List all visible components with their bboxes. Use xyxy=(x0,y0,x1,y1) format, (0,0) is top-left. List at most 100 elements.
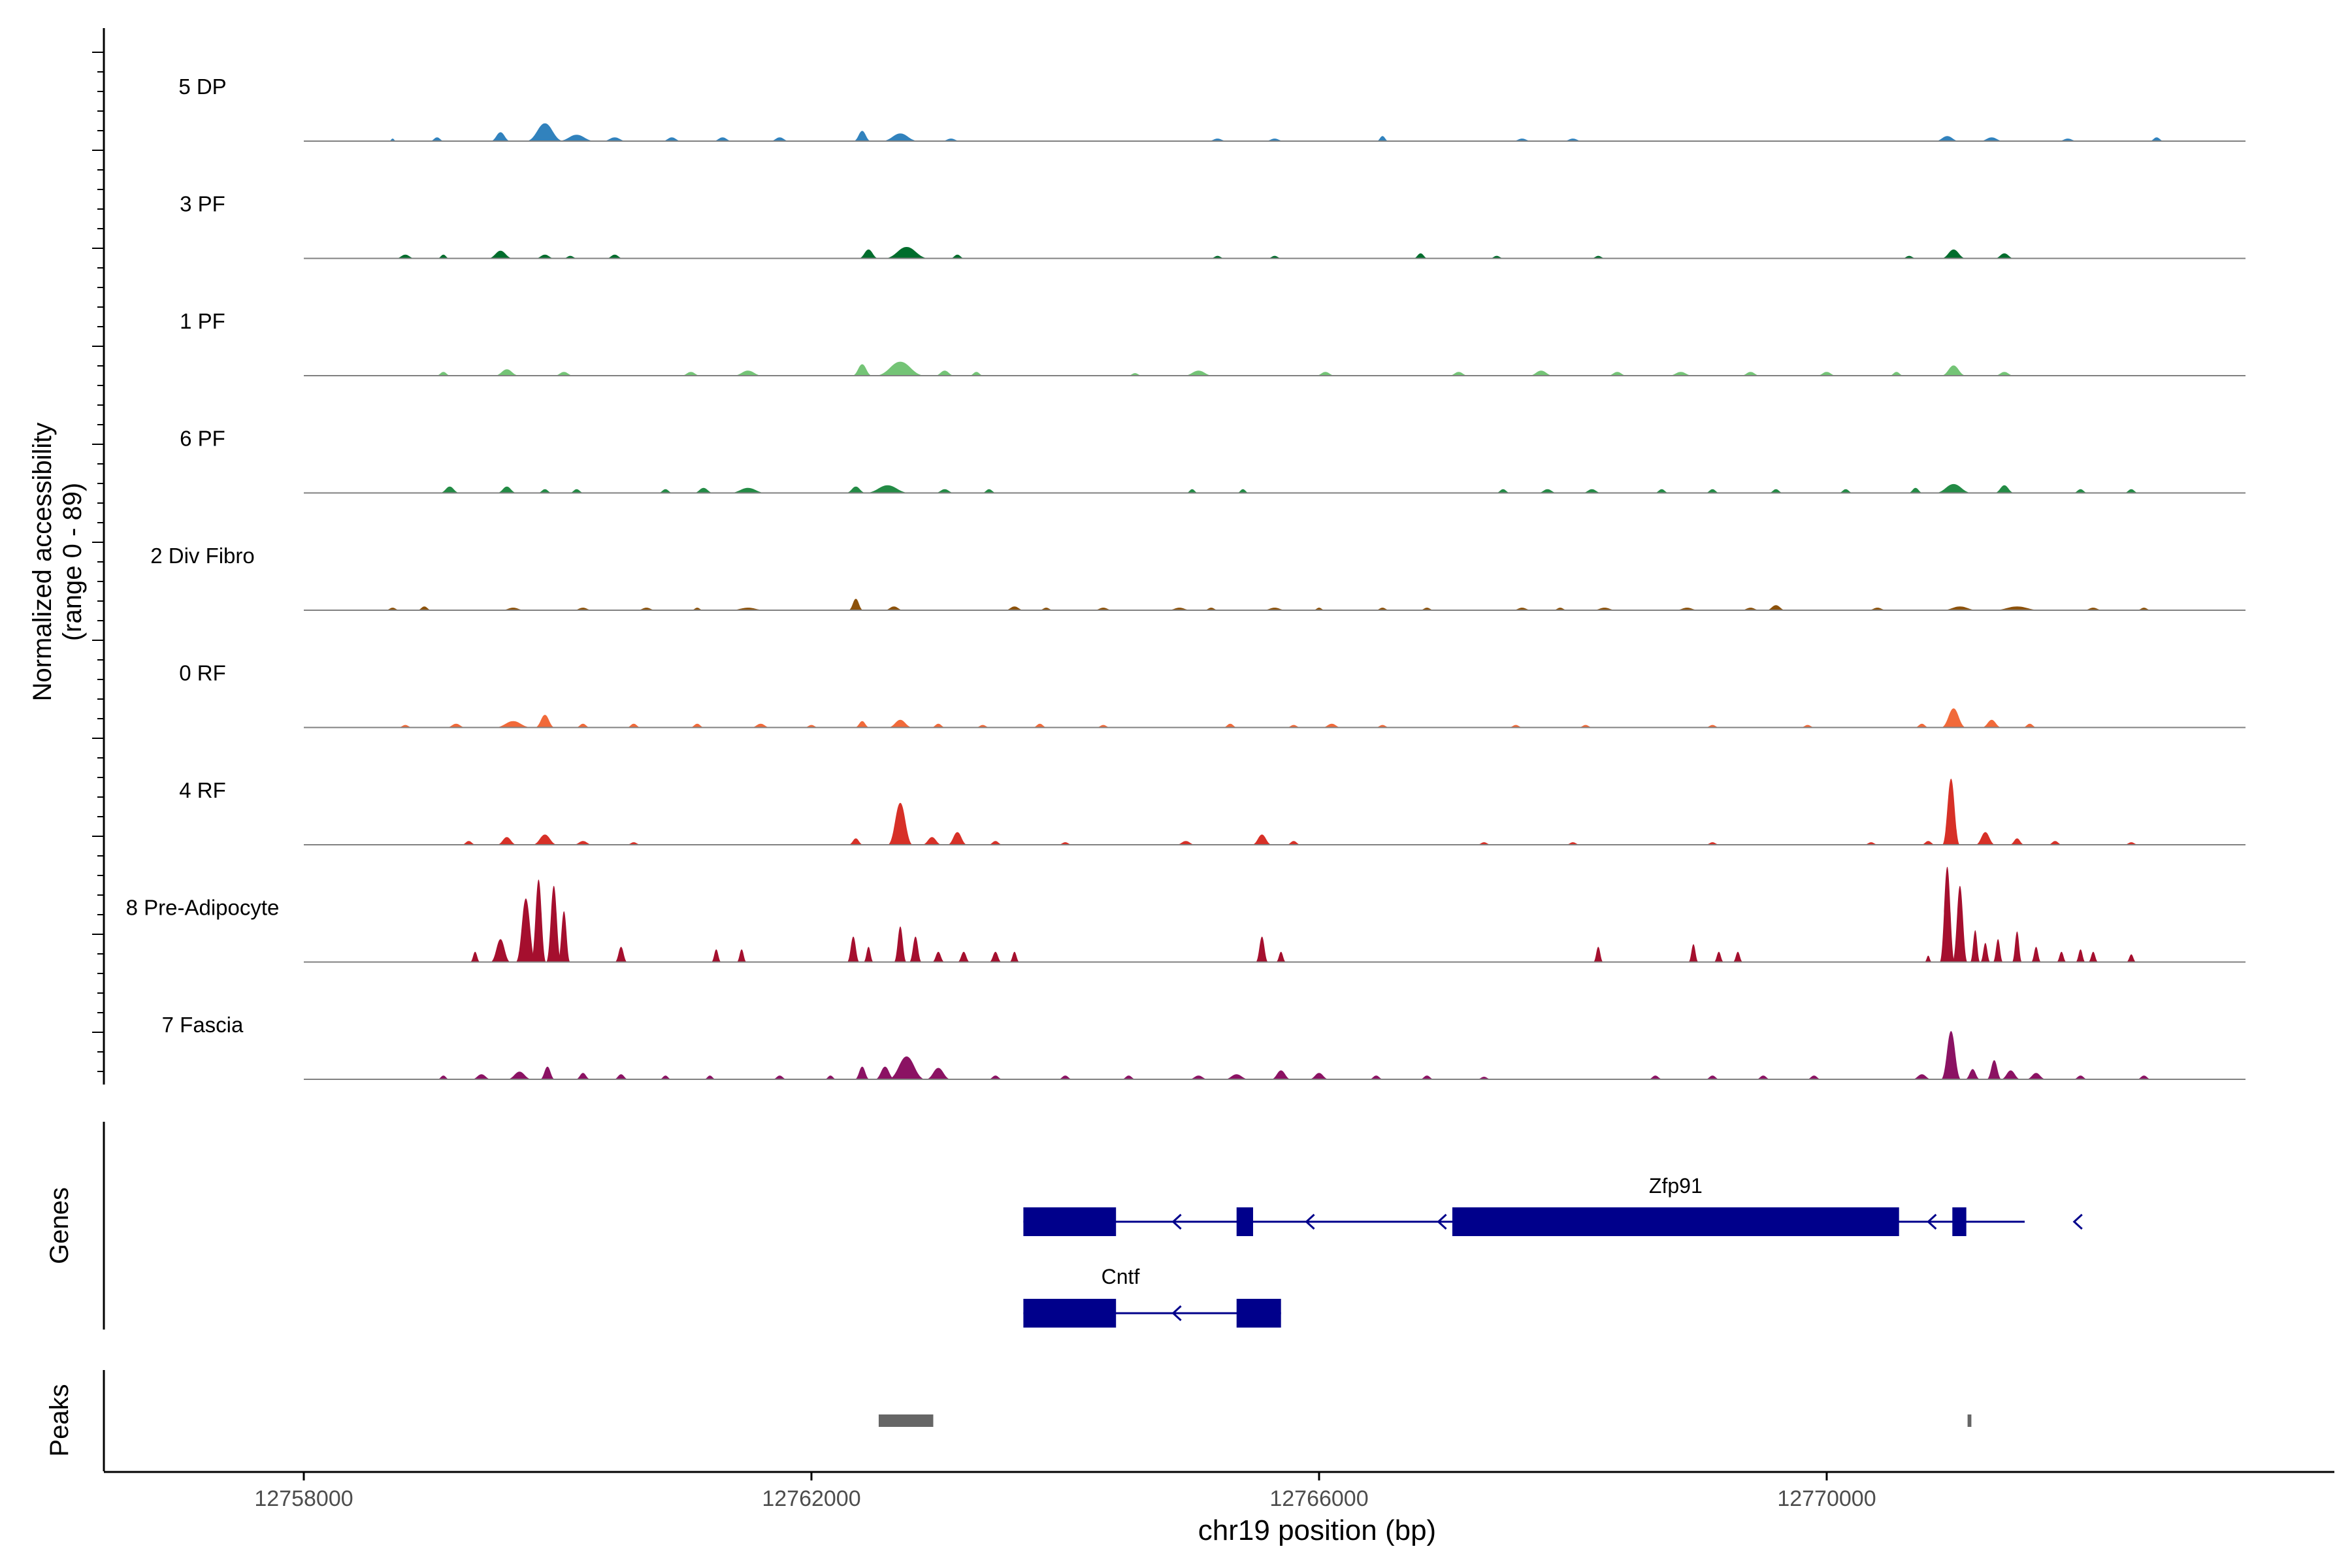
strand-arrow xyxy=(1171,1305,1182,1322)
coverage-peak xyxy=(515,898,536,962)
coverage-peak xyxy=(922,837,943,845)
genes-axis-title: Genes xyxy=(45,1187,74,1264)
coverage-peak xyxy=(1224,1074,1250,1079)
peaks-axis-title: Peaks xyxy=(45,1384,74,1456)
coverage-peak xyxy=(689,723,705,728)
coverage-peak xyxy=(1255,936,1269,962)
coverage-peak xyxy=(569,489,585,493)
coverage-peak xyxy=(732,370,764,376)
coverage-track: 1 PF xyxy=(180,309,2246,376)
coverage-peak xyxy=(534,254,555,259)
coverage-peak xyxy=(1982,719,2002,728)
coverage-peak xyxy=(532,834,558,845)
x-axis-title: chr19 position (bp) xyxy=(1198,1514,1436,1546)
coverage-peak xyxy=(875,1066,896,1079)
coverage-peak xyxy=(1309,1073,1330,1079)
coverage-peak xyxy=(930,723,946,728)
coverage-peak xyxy=(1838,489,1854,493)
coverage-peak xyxy=(2001,1070,2021,1079)
coverage-peak xyxy=(1528,370,1554,376)
coverage-peak xyxy=(2126,954,2136,962)
coverage-peak xyxy=(947,832,968,845)
strand-arrow xyxy=(2072,1213,2083,1230)
track-label: 3 PF xyxy=(180,192,225,216)
track-label: 2 Div Fibro xyxy=(150,544,255,568)
coverage-peak xyxy=(525,123,564,141)
coverage-peak xyxy=(1939,866,1955,962)
coverage-peak xyxy=(848,598,864,610)
coverage-peak xyxy=(2048,841,2063,845)
x-tick-label: 12766000 xyxy=(1269,1486,1368,1511)
coverage-peak xyxy=(1275,951,1286,962)
track-label: 8 Pre-Adipocyte xyxy=(126,896,280,920)
coverage-peak xyxy=(497,486,517,493)
coverage-peak xyxy=(461,841,477,845)
coverage-peak xyxy=(1935,136,1960,141)
coverage-peak xyxy=(506,1071,532,1079)
coverage-peak xyxy=(909,936,922,962)
coverage-peak xyxy=(534,715,555,728)
coverage-peak xyxy=(1537,489,1558,493)
coverage-peak xyxy=(2149,137,2164,141)
coverage-peak xyxy=(1668,372,1693,376)
coverage-peak xyxy=(881,133,920,141)
gene-annotation-track: Zfp91 Cntf xyxy=(1023,1174,2083,1328)
coverage-peak xyxy=(1994,253,2015,259)
strand-arrow xyxy=(1927,1213,1937,1230)
coverage-peak xyxy=(1991,606,2043,610)
coverage-peak xyxy=(680,372,701,376)
coverage-peak xyxy=(1004,606,1025,610)
coverage-peak xyxy=(494,369,520,376)
peaks-track xyxy=(878,1414,1972,1427)
coverage-axis-title-line1: Normalized accessibility xyxy=(28,423,57,702)
track-label: 5 DP xyxy=(178,74,226,99)
coverage-peak xyxy=(728,487,767,493)
coverage-peak xyxy=(2136,1075,2152,1079)
coverage-peak xyxy=(1733,951,1743,962)
coverage-peak xyxy=(988,951,1002,962)
coverage-peak xyxy=(575,723,591,728)
coverage-peak xyxy=(1912,1074,1933,1079)
coverage-peak xyxy=(606,254,624,259)
coverage-peak xyxy=(703,1075,717,1079)
coverage-track: 4 RF xyxy=(179,778,2246,845)
coverage-peak xyxy=(981,489,997,493)
coverage-peak xyxy=(494,721,532,728)
coverage-peak xyxy=(736,949,747,962)
coverage-peak xyxy=(1705,1075,1720,1079)
coverage-peak xyxy=(1740,372,1761,376)
coverage-peak xyxy=(1593,947,1604,962)
coverage-peak xyxy=(847,936,860,962)
coverage-peak xyxy=(1448,372,1469,376)
gene-exon xyxy=(1236,1299,1281,1328)
coverage-peak xyxy=(1188,1075,1209,1079)
track-label: 4 RF xyxy=(179,778,226,802)
coverage-peak xyxy=(853,131,872,141)
coverage-peak xyxy=(437,1075,450,1079)
coverage-peak xyxy=(1032,723,1048,728)
coverage-track: 6 PF xyxy=(180,427,2246,494)
peak-region xyxy=(1967,1414,1972,1427)
coverage-peak xyxy=(750,723,771,728)
strand-arrow xyxy=(1171,1213,1182,1230)
coverage-peak xyxy=(1315,372,1336,376)
coverage-peak xyxy=(883,606,904,610)
coverage-peak xyxy=(887,1056,926,1079)
coverage-peak xyxy=(1979,137,2004,141)
peak-region xyxy=(878,1414,934,1427)
coverage-peak xyxy=(557,135,596,141)
coverage-peak xyxy=(1924,955,1933,962)
coverage-peak xyxy=(968,372,985,376)
coverage-peak xyxy=(613,1074,629,1079)
coverage-peak xyxy=(934,370,955,376)
coverage-peak xyxy=(1419,1075,1435,1079)
coverage-peak xyxy=(855,1066,870,1079)
coverage-axis-ticks xyxy=(92,52,104,1072)
coverage-peak xyxy=(845,486,866,493)
coverage-peak xyxy=(887,719,913,728)
coverage-peak xyxy=(1914,723,1930,728)
coverage-peak xyxy=(1940,708,1967,728)
coverage-peak xyxy=(1714,951,1724,962)
gene-exon xyxy=(1236,1207,1253,1236)
gene-exon xyxy=(1952,1207,1967,1236)
